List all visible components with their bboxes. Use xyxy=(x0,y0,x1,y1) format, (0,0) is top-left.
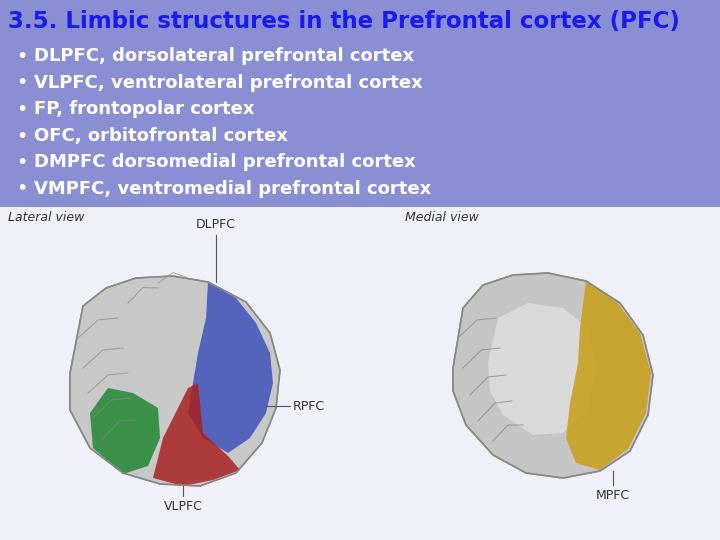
Text: 3.5. Limbic structures in the Prefrontal cortex (PFC): 3.5. Limbic structures in the Prefrontal… xyxy=(8,10,680,33)
Text: MPFC: MPFC xyxy=(596,489,630,502)
Text: •: • xyxy=(16,73,27,92)
Text: RPFC: RPFC xyxy=(293,400,325,413)
Text: DMPFC dorsomedial prefrontal cortex: DMPFC dorsomedial prefrontal cortex xyxy=(34,153,415,171)
Text: FP, frontopolar cortex: FP, frontopolar cortex xyxy=(34,100,254,118)
Text: •: • xyxy=(16,179,27,199)
PathPatch shape xyxy=(153,383,240,486)
Text: •: • xyxy=(16,100,27,119)
PathPatch shape xyxy=(188,282,273,453)
Text: DLPFC: DLPFC xyxy=(196,218,236,231)
PathPatch shape xyxy=(566,281,651,470)
Text: OFC, orbitofrontal cortex: OFC, orbitofrontal cortex xyxy=(34,126,288,145)
Text: Medial view: Medial view xyxy=(405,211,479,224)
Bar xyxy=(0,0,720,207)
Text: •: • xyxy=(16,126,27,145)
PathPatch shape xyxy=(90,388,160,474)
Text: Lateral view: Lateral view xyxy=(8,211,84,224)
Text: DLPFC, dorsolateral prefrontal cortex: DLPFC, dorsolateral prefrontal cortex xyxy=(34,47,414,65)
PathPatch shape xyxy=(488,303,596,435)
PathPatch shape xyxy=(70,276,280,486)
PathPatch shape xyxy=(453,273,653,478)
Text: VMPFC, ventromedial prefrontal cortex: VMPFC, ventromedial prefrontal cortex xyxy=(34,179,431,198)
Text: •: • xyxy=(16,47,27,66)
Text: VLPFC: VLPFC xyxy=(163,500,202,513)
Bar xyxy=(0,207,720,540)
Text: •: • xyxy=(16,153,27,172)
Text: VLPFC, ventrolateral prefrontal cortex: VLPFC, ventrolateral prefrontal cortex xyxy=(34,73,423,91)
